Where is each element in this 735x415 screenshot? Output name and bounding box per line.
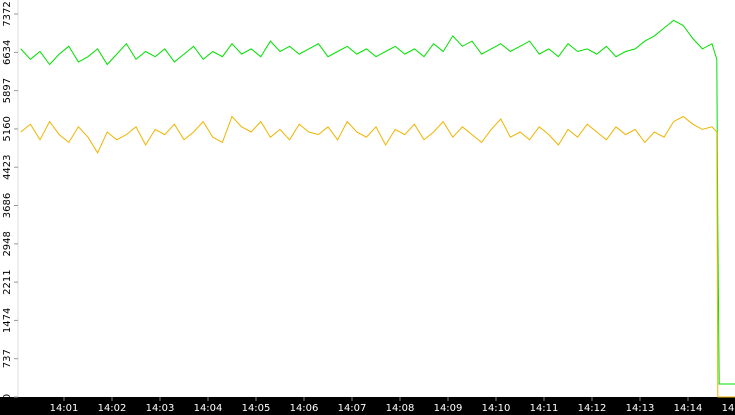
- y-tick-label: 5897: [2, 78, 13, 103]
- y-tick-label: 2948: [2, 231, 13, 256]
- x-tick-label: 14:09: [434, 403, 463, 414]
- x-tick-label: 14:15: [722, 403, 735, 414]
- y-tick-label: 6634: [2, 40, 13, 65]
- x-tick-label: 14:11: [530, 403, 559, 414]
- series-line: [20, 115, 735, 398]
- y-tick-label: 7372: [2, 1, 13, 26]
- y-tick-label: 4423: [2, 154, 13, 179]
- x-tick-label: 14:12: [578, 403, 607, 414]
- x-tick-label: 14:08: [386, 403, 415, 414]
- y-tick-label: 1474: [2, 308, 13, 333]
- series-line: [20, 19, 735, 385]
- y-tick-label: 2211: [2, 269, 13, 294]
- x-tick-label: 14:05: [242, 403, 271, 414]
- x-tick-label: 14:01: [50, 403, 79, 414]
- y-tick-label: 3686: [2, 193, 13, 218]
- x-axis-band: [0, 397, 735, 415]
- y-tick-label: 737: [2, 349, 13, 368]
- x-tick-label: 14:03: [146, 403, 175, 414]
- x-tick-label: 14:10: [482, 403, 511, 414]
- x-tick-label: 14:13: [626, 403, 655, 414]
- y-tick-label: 0: [2, 394, 13, 400]
- x-tick-label: 14:02: [98, 403, 127, 414]
- x-tick-label: 14:07: [338, 403, 367, 414]
- y-tick-label: 5160: [2, 116, 13, 141]
- x-tick-label: 14:04: [194, 403, 223, 414]
- x-tick-label: 14:14: [674, 403, 703, 414]
- x-tick-label: 14:06: [290, 403, 319, 414]
